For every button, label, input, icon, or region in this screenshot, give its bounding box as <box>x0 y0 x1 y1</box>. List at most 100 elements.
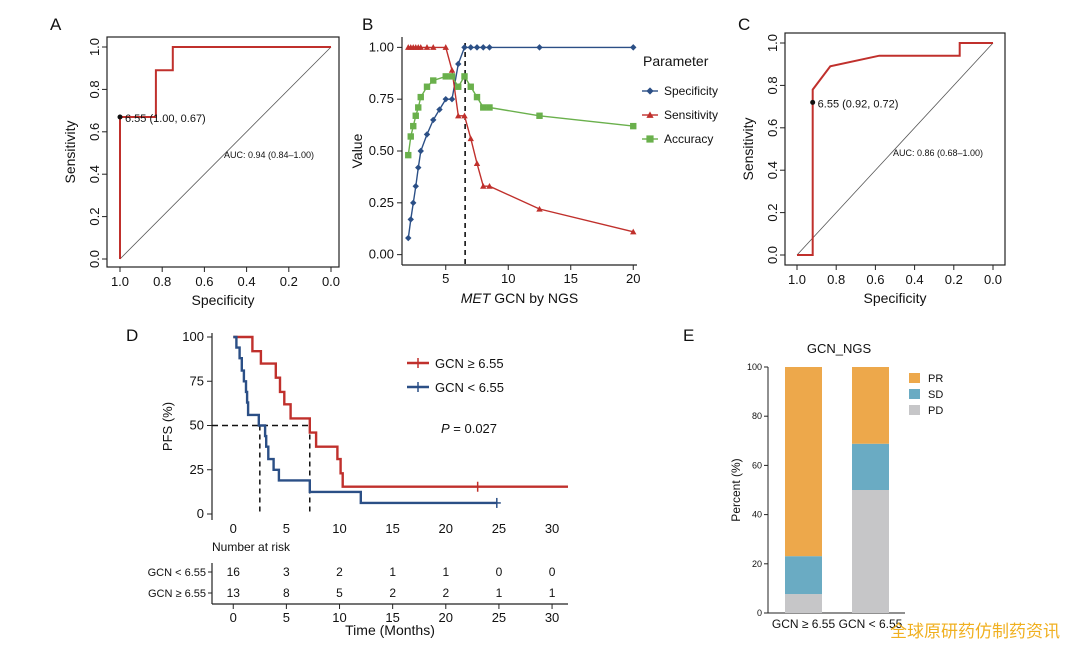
b-sensitivity-point <box>486 183 493 189</box>
b-specificity-point <box>486 44 493 51</box>
roc-a-x-tick-label: 0.4 <box>238 274 256 289</box>
d-x-tick-label-bottom: 5 <box>283 610 290 625</box>
d-gcn-low-curve <box>233 335 497 505</box>
d-x-tick-label: 30 <box>545 521 559 536</box>
d-risk-row-label: GCN ≥ 6.55 <box>148 588 206 600</box>
e-bar-pd-segment <box>785 594 822 613</box>
b-legend-sensitivity-marker <box>646 111 654 118</box>
roc-c-plot-frame <box>784 32 1006 266</box>
d-risk-count: 2 <box>336 565 343 579</box>
d-risk-count: 1 <box>442 565 449 579</box>
b-sensitivity-point <box>442 44 449 50</box>
b-accuracy-point <box>405 151 412 159</box>
d-x-tick-label-bottom: 20 <box>439 610 453 625</box>
b-sensitivity-point <box>630 228 637 235</box>
e-legend-pr-swatch <box>909 373 920 383</box>
b-specificity-point <box>480 44 487 51</box>
roc-a-y-tick-label: 1.0 <box>87 38 102 56</box>
b-sensitivity-point <box>417 44 424 50</box>
b-specificity-point <box>448 95 456 103</box>
b-y-tick-label: 0.75 <box>369 91 394 106</box>
d-risk-count: 1 <box>496 586 503 600</box>
panel-label-c: C <box>738 15 750 34</box>
roc-a-y-tick-label: 0.2 <box>87 208 102 226</box>
d-risk-count: 8 <box>283 586 290 600</box>
roc-a-y-axis-label: Sensitivity <box>62 120 78 183</box>
d-y-tick-label: 25 <box>190 462 204 477</box>
d-y-tick-label: 50 <box>190 418 204 433</box>
d-gcn-high-curve <box>233 335 568 488</box>
panel-label-b: B <box>362 15 373 34</box>
d-x-tick-label-bottom: 0 <box>230 610 237 625</box>
e-legend-sd-label: SD <box>928 389 943 401</box>
e-y-tick-label: 40 <box>752 510 762 520</box>
d-risk-count: 0 <box>496 565 503 579</box>
b-accuracy-point <box>448 73 456 80</box>
roc-a-x-tick-label: 1.0 <box>111 274 129 289</box>
roc-a-x-tick-label: 0.2 <box>280 274 298 289</box>
d-y-axis-label: PFS (%) <box>160 402 175 451</box>
b-specificity-point <box>436 106 443 113</box>
b-sensitivity-point <box>455 112 462 119</box>
b-specificity-point <box>630 44 637 51</box>
b-y-tick-label: 0.25 <box>369 195 394 210</box>
roc-c-y-tick-label: 0.6 <box>765 119 780 137</box>
b-accuracy-point <box>407 133 414 140</box>
roc-a-y-tick-label: 0.6 <box>87 123 102 141</box>
roc-a-y-tick-label: 0.4 <box>87 165 102 183</box>
roc-c-x-axis-label: Specificity <box>863 290 926 306</box>
roc-a-x-tick-label: 0.0 <box>322 274 340 289</box>
d-y-tick-label: 0 <box>197 506 204 521</box>
b-sensitivity-point <box>536 205 543 212</box>
e-y-axis-label: Percent (%) <box>729 458 743 521</box>
b-legend-specificity-label: Specificity <box>664 84 718 98</box>
b-specificity-point <box>430 116 437 124</box>
roc-c-y-axis-label: Sensitivity <box>740 117 756 180</box>
b-accuracy-point <box>480 104 487 111</box>
d-risk-count: 13 <box>227 586 241 600</box>
e-category-label: GCN ≥ 6.55 <box>772 617 836 631</box>
e-legend-pd-swatch <box>909 405 920 415</box>
roc-a-cutoff-label: 6.55 (1.00, 0.67) <box>125 113 206 125</box>
d-risk-count: 1 <box>389 565 396 579</box>
e-y-tick-label: 80 <box>752 411 762 421</box>
b-y-tick-label: 1.00 <box>369 39 394 54</box>
b-specificity-point <box>417 147 424 155</box>
roc-c-diagonal-line <box>796 42 994 256</box>
b-accuracy-point <box>442 73 449 80</box>
roc-a-plot-frame <box>106 36 340 268</box>
b-sensitivity-point <box>467 135 474 142</box>
e-legend-pd-label: PD <box>928 405 943 417</box>
panel-label-d: D <box>126 326 138 345</box>
d-risk-count: 2 <box>389 586 396 600</box>
b-accuracy-point <box>410 122 417 130</box>
b-x-tick-label: 15 <box>564 271 578 286</box>
b-specificity-point <box>423 131 431 138</box>
b-legend-accuracy-label: Accuracy <box>664 132 713 146</box>
d-x-tick-label-bottom: 25 <box>492 610 506 625</box>
roc-a-x-tick-label: 0.6 <box>195 274 213 289</box>
b-accuracy-point <box>455 83 462 90</box>
b-accuracy-point <box>486 104 493 111</box>
b-specificity-point <box>410 199 417 207</box>
d-y-tick-label: 100 <box>182 329 204 344</box>
b-specificity-point <box>407 216 414 223</box>
b-x-tick-label: 20 <box>626 271 640 286</box>
b-specificity-point <box>405 234 412 242</box>
roc-c-y-tick-label: 0.8 <box>765 76 780 94</box>
b-sensitivity-point <box>473 160 481 166</box>
roc-c-cutoff-label: 6.55 (0.92, 0.72) <box>818 98 899 110</box>
d-x-tick-label-bottom: 10 <box>332 610 346 625</box>
e-category-label: GCN < 6.55 <box>839 617 903 631</box>
b-accuracy-point <box>417 93 424 101</box>
b-specificity-line <box>407 46 634 239</box>
roc-c-y-tick-label: 1.0 <box>765 34 780 52</box>
e-y-tick-label: 60 <box>752 460 762 470</box>
b-legend-title: Parameter <box>643 53 709 69</box>
b-accuracy-point <box>423 83 431 90</box>
b-accuracy-point <box>467 83 474 90</box>
d-x-tick-label: 15 <box>385 521 399 536</box>
roc-c-x-tick-label: 0.2 <box>945 272 963 287</box>
e-legend-pr-label: PR <box>928 373 943 385</box>
b-specificity-point <box>461 44 468 51</box>
